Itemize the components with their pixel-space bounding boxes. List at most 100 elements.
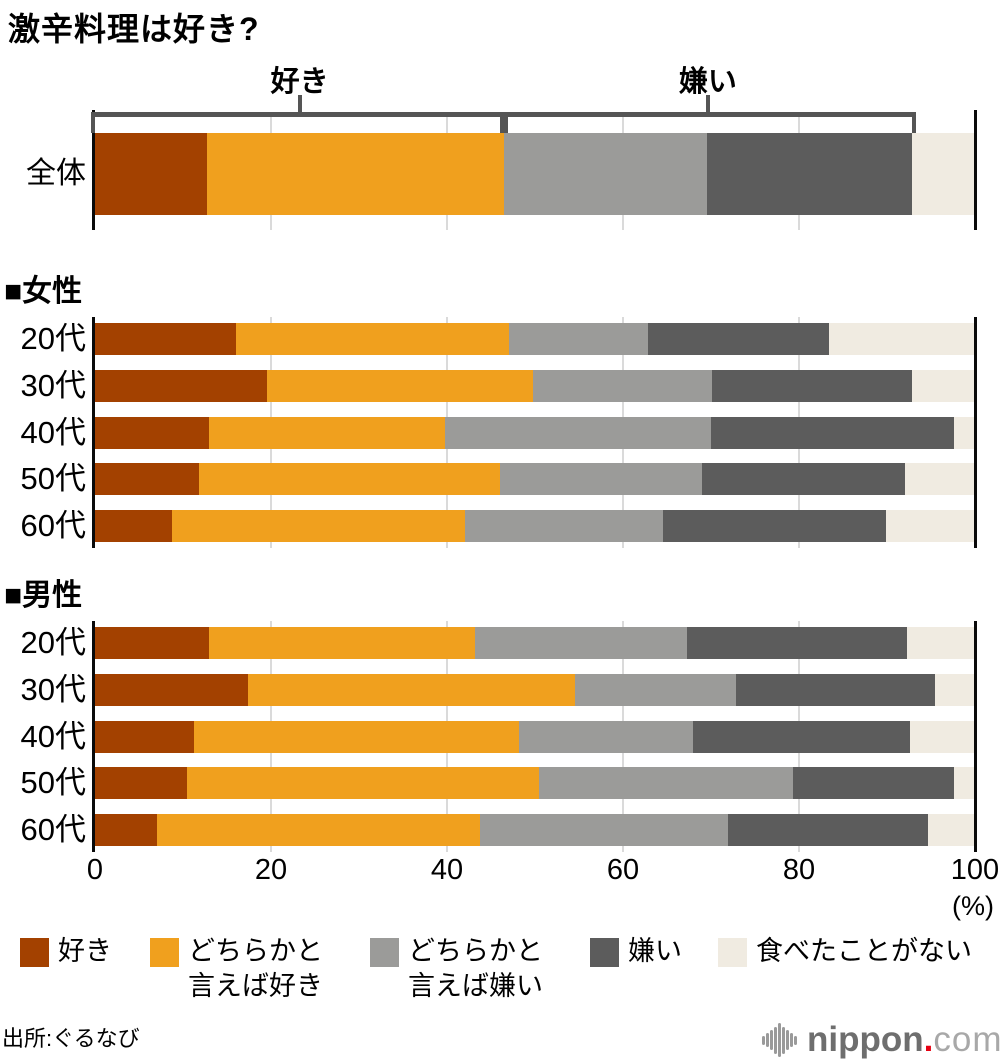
bar-segment: [208, 627, 476, 659]
bar-row: [95, 133, 975, 215]
row-label: 60代: [20, 508, 86, 544]
bar-segment: [206, 133, 505, 215]
bar-segment: [693, 720, 910, 753]
bracket-tick: [705, 95, 710, 113]
row-label: 50代: [20, 461, 86, 497]
bar-segment: [711, 369, 912, 402]
row-label: 20代: [20, 321, 86, 356]
row-label: 50代: [20, 765, 86, 801]
unit-label: (%): [952, 891, 994, 921]
bar-row: [95, 323, 975, 355]
bar-row: [95, 814, 975, 847]
bar-segment: [702, 463, 905, 496]
row-label: 30代: [20, 671, 86, 707]
bar-segment: [95, 767, 187, 800]
x-tick-label: 80: [782, 854, 816, 886]
axis-line: [974, 621, 977, 852]
bar-segment: [95, 323, 236, 355]
x-tick-label: 60: [606, 854, 640, 886]
x-tick-label: 0: [86, 854, 104, 886]
bar-segment: [504, 133, 708, 215]
bar-segment: [935, 673, 975, 706]
x-tick-label: 100: [950, 854, 1000, 886]
bar-segment: [907, 627, 975, 659]
row-label: 40代: [20, 718, 86, 754]
x-tick-label: 40: [430, 854, 464, 886]
legend-swatch: [150, 938, 179, 967]
bar-segment: [95, 627, 209, 659]
legend-label: 好き: [58, 936, 112, 966]
section-header-women: ■女性: [4, 275, 83, 308]
bar-segment: [95, 416, 209, 449]
bar-segment: [539, 767, 793, 800]
bar-segment: [711, 416, 954, 449]
bar-row: [95, 720, 975, 753]
legend-label: どちらかと 言えば嫌い: [408, 936, 543, 1001]
bar-segment: [911, 133, 975, 215]
bar-row: [95, 416, 975, 449]
bar-segment: [904, 463, 975, 496]
bar-segment: [886, 510, 975, 543]
bar-segment: [647, 323, 829, 355]
legend-swatch: [20, 938, 49, 967]
bar-segment: [95, 510, 173, 543]
bar-row: [95, 627, 975, 659]
bar-row: [95, 510, 975, 543]
bar-segment: [727, 814, 929, 847]
bar-segment: [480, 814, 728, 847]
axis-line: [92, 621, 95, 852]
bar-segment: [953, 767, 975, 800]
bar-segment: [95, 720, 195, 753]
bar-segment: [172, 510, 466, 543]
bar-segment: [735, 673, 936, 706]
bar-segment: [95, 814, 157, 847]
source-note: 出所:ぐるなび: [2, 1026, 140, 1051]
bar-segment: [508, 323, 648, 355]
legend-label: どちらかと 言えば好き: [188, 936, 323, 1001]
bar-segment: [499, 463, 703, 496]
legend-swatch: [718, 938, 747, 967]
bar-segment: [235, 323, 509, 355]
bar-segment: [828, 323, 975, 355]
bar-segment: [95, 369, 267, 402]
axis-line: [92, 110, 95, 230]
logo-tld: com: [933, 1020, 1000, 1059]
bar-segment: [475, 627, 688, 659]
bar-segment: [663, 510, 887, 543]
chart-title: 激辛料理は好き?: [8, 11, 260, 47]
axis-line: [974, 110, 977, 230]
bar-segment: [519, 720, 694, 753]
bar-segment: [156, 814, 481, 847]
row-label: 40代: [20, 414, 86, 450]
axis-line: [974, 317, 977, 548]
legend-swatch: [590, 938, 619, 967]
bar-segment: [533, 369, 712, 402]
logo-dot: .: [923, 1020, 934, 1059]
bar-row: [95, 463, 975, 496]
soundwave-icon: [762, 1023, 798, 1057]
logo-name: nippon: [807, 1020, 924, 1059]
row-label: 30代: [20, 367, 86, 403]
bar-row: [95, 767, 975, 800]
bar-segment: [953, 416, 975, 449]
bar-segment: [248, 673, 576, 706]
x-tick-label: 20: [254, 854, 288, 886]
bar-segment: [575, 673, 736, 706]
bar-segment: [909, 720, 975, 753]
bar-segment: [465, 510, 664, 543]
row-label: 全体: [26, 157, 86, 190]
bar-segment: [95, 673, 249, 706]
nippon-com-logo: nippon. com: [762, 1019, 1000, 1061]
bar-row: [95, 369, 975, 402]
bar-segment: [194, 720, 520, 753]
legend-label: 食べたことがない: [756, 936, 972, 966]
bar-segment: [445, 416, 711, 449]
section-header-men: ■男性: [4, 579, 83, 612]
bar-segment: [95, 133, 207, 215]
bar-segment: [792, 767, 954, 800]
bar-segment: [707, 133, 912, 215]
bar-segment: [186, 767, 540, 800]
bar-segment: [928, 814, 975, 847]
bracket-tick: [297, 95, 302, 113]
